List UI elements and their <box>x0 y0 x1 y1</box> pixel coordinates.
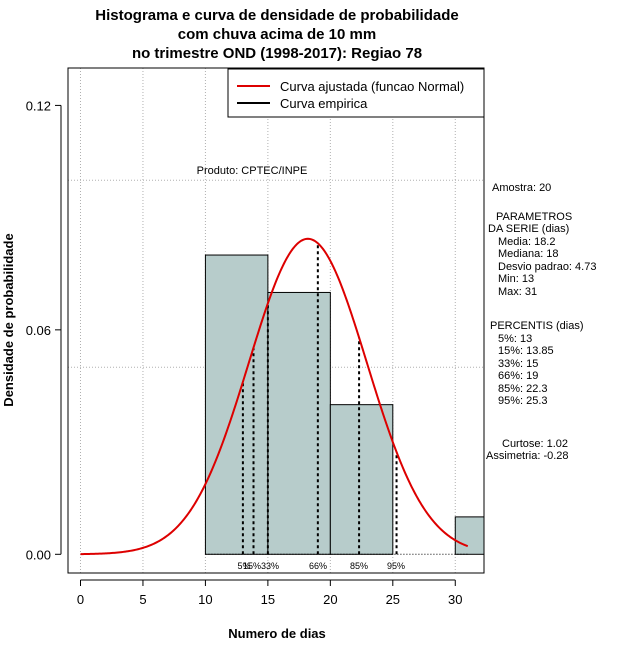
x-tick-label: 5 <box>139 592 146 607</box>
title-line-3: no trimestre OND (1998-2017): Regiao 78 <box>132 45 422 62</box>
plot-frame <box>67 67 485 574</box>
sample-size: Amostra: 20 <box>492 182 552 194</box>
percentile-item: 95%: 25.3 <box>498 395 548 407</box>
title-line-2: com chuva acima de 10 mm <box>178 26 376 43</box>
param-item: Mediana: 18 <box>498 248 559 260</box>
percentile-label-66: 66% <box>309 561 327 571</box>
x-tick-label: 20 <box>323 592 337 607</box>
percentile-labels: 5%15% 33% 66% 85% 95% <box>237 561 405 571</box>
percentile-label-33: 33% <box>261 561 279 571</box>
percentiles-title: PERCENTIS (dias) <box>490 320 584 332</box>
histogram-bar-2 <box>267 291 331 555</box>
stats-panel: Amostra: 20 PARAMETROS DA SERIE (dias) M… <box>484 182 634 463</box>
histogram-bars <box>204 254 484 555</box>
params-subtitle: DA SERIE (dias) <box>488 223 570 235</box>
kurtosis: Curtose: 1.02 <box>502 437 569 450</box>
percentile-label-5: 5% <box>237 561 250 571</box>
skewness: Assimetria: -0.28 <box>486 450 569 462</box>
param-item: Media: 18.2 <box>498 235 556 248</box>
percentiles-list: 5%: 13 15%: 13.85 33%: 15 66%: 19 85%: 22.3 9… <box>484 333 634 408</box>
percentile-item: 33%: 15 <box>498 357 539 370</box>
x-axis: 0 5 10 15 20 25 30 <box>77 579 463 607</box>
x-tick-label: 15 <box>261 592 275 607</box>
x-axis-label: Numero de dias <box>228 626 326 641</box>
percentile-label-15: 15% <box>243 561 261 571</box>
percentile-label-95: 95% <box>387 561 405 571</box>
params-list: Media: 18.2 Mediana: 18 Desvio padrao: 4.7… <box>484 236 634 299</box>
x-tick-label: 0 <box>77 592 84 607</box>
y-tick-label: 0.00 <box>26 547 51 562</box>
percentile-item: 5%: 13 <box>498 332 533 345</box>
y-axis: 0.00 0.06 0.12 <box>26 98 62 562</box>
y-axis-label: Densidade de probabilidade <box>1 233 16 406</box>
params-title: PARAMETROS <box>496 210 573 223</box>
x-tick-label: 25 <box>386 592 400 607</box>
x-tick-label: 10 <box>198 592 212 607</box>
percentile-item: 15%: 13.85 <box>498 345 554 357</box>
legend-box <box>227 68 485 118</box>
y-tick-label: 0.06 <box>26 323 51 338</box>
legend-label-1: Curva ajustada (funcao Normal) <box>280 79 464 94</box>
param-item: Max: 31 <box>498 285 538 298</box>
percentile-item: 66%: 19 <box>498 370 539 382</box>
percentile-item: 85%: 22.3 <box>498 382 548 395</box>
y-tick-label: 0.12 <box>26 98 51 113</box>
normal-curve <box>80 237 469 556</box>
x-tick-label: 30 <box>448 592 462 607</box>
percentile-lines <box>241 243 398 555</box>
param-item: Desvio padrao: 4.73 <box>498 260 597 273</box>
product-annotation: Produto: CPTEC/INPE <box>197 165 308 177</box>
chart-title: Histograma e curva de densidade de proba… <box>95 7 458 62</box>
title-line-1: Histograma e curva de densidade de proba… <box>95 7 458 24</box>
percentile-label-85: 85% <box>350 561 368 571</box>
legend: Curva ajustada (funcao Normal) Curva empi… <box>227 68 485 118</box>
histogram-bar-3 <box>329 404 394 555</box>
histogram-bar-4 <box>454 516 484 555</box>
legend-label-2: Curva empirica <box>280 96 368 111</box>
param-item: Min: 13 <box>498 273 535 285</box>
